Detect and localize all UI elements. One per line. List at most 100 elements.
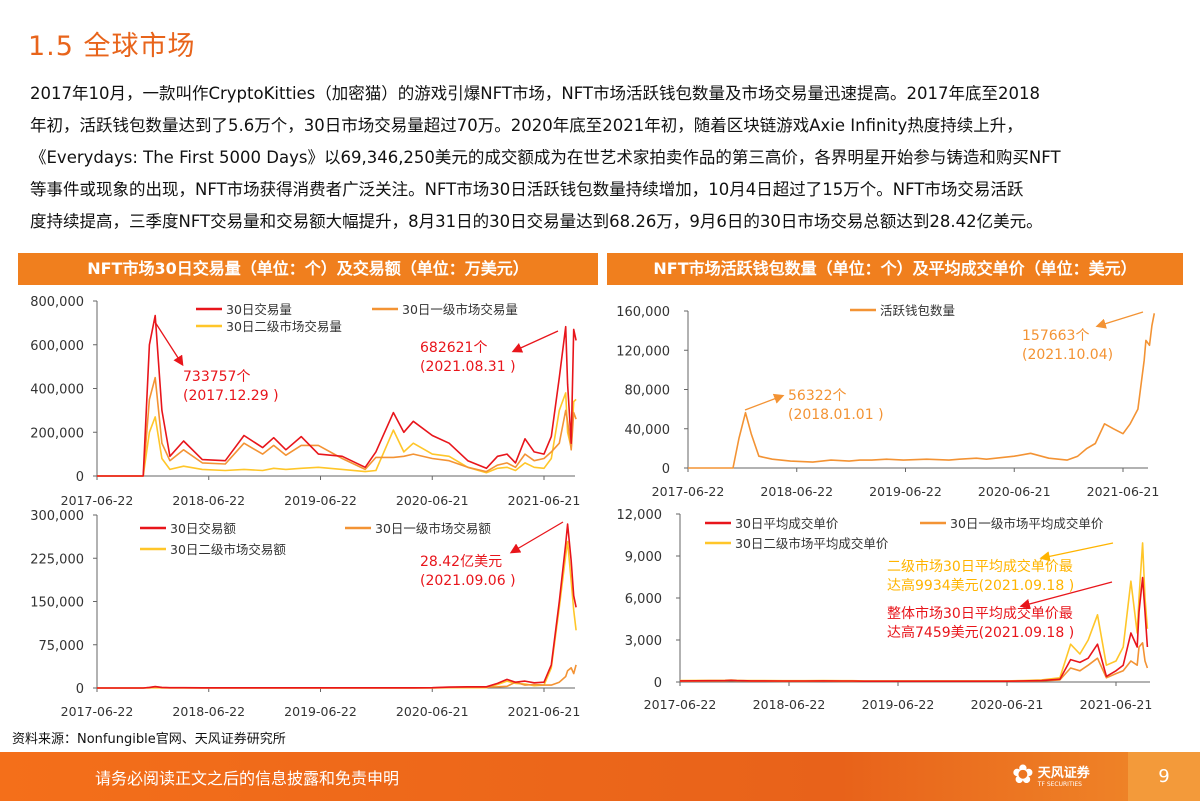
y-tick-label: 0 (662, 462, 670, 477)
y-tick-label: 120,000 (616, 344, 670, 359)
annotation-text: (2021.09.06 ) (420, 573, 516, 589)
panel-left-title: NFT市场30日交易量（单位：个）及交易额（单位：万美元） (18, 253, 598, 285)
annotation-arrow (1039, 542, 1114, 562)
chart-trade-amount: 0 75,000 150,000 225,000 300,000 2017-06-22 20… (30, 509, 580, 719)
page-number: 9 (1128, 752, 1200, 801)
x-tick-label: 2019-06-22 (869, 484, 942, 499)
annotation-arrow (511, 330, 559, 353)
series-line-1 (97, 376, 577, 477)
y-tick-label: 400,000 (30, 383, 84, 398)
x-tick-label: 2017-06-22 (61, 493, 134, 508)
flower-logo-icon: ✿ (1012, 760, 1034, 790)
series-line-2 (97, 540, 577, 689)
y-tick-label: 150,000 (30, 596, 84, 611)
annotation-text: 56322个 (788, 388, 847, 404)
annotation-text: (2021.10.04) (1022, 347, 1113, 363)
x-tick-label: 2020-06-21 (396, 704, 469, 719)
paragraph-line: 2017年10月，一款叫作CryptoKitties（加密猫）的游戏引爆NFT市… (30, 84, 1040, 103)
x-tick-label: 2018-06-22 (172, 493, 245, 508)
y-tick-label: 0 (76, 470, 84, 485)
y-tick-label: 75,000 (39, 639, 85, 654)
y-tick-label: 80,000 (625, 384, 671, 399)
x-tick-label: 2021-06-21 (1080, 697, 1153, 712)
annotation-arrow (509, 521, 564, 554)
x-tick-label: 2017-06-22 (652, 484, 725, 499)
x-tick-label: 2020-06-21 (971, 697, 1044, 712)
legend-label: 30日二级市场交易量 (226, 319, 342, 334)
x-tick-label: 2019-06-22 (862, 697, 935, 712)
footer-disclaimer-link[interactable]: 请务必阅读正文之后的信息披露和免责申明 (95, 769, 400, 788)
annotation-text: (2017.12.29 ) (183, 388, 279, 404)
annotation-arrow (744, 393, 785, 411)
annotation-text: 达高7459美元(2021.09.18 ) (887, 624, 1074, 641)
brand-logo: ✿ 天风证券 TF SECURITIES (1012, 760, 1090, 790)
y-tick-label: 225,000 (30, 552, 84, 567)
x-tick-label: 2017-06-22 (644, 697, 717, 712)
x-tick-label: 2018-06-22 (172, 704, 245, 719)
y-tick-label: 600,000 (30, 339, 84, 354)
y-tick-label: 800,000 (30, 295, 84, 310)
paragraph-line: 年初，活跃钱包数量达到了5.6万个，30日市场交易量超过70万。2020年底至2… (30, 116, 1023, 135)
annotation-text: 整体市场30日平均成交单价最 (887, 605, 1073, 622)
series-line-0 (688, 313, 1156, 469)
paragraph-line: 《Everydays: The First 5000 Days》以69,346,… (30, 148, 1061, 167)
annotation-arrow (1095, 311, 1144, 329)
annotation-text: (2021.08.31 ) (420, 359, 516, 375)
chart-trade-volume: 0 200,000 400,000 600,000 800,000 2017-06-22 2… (30, 295, 580, 508)
annotation-text: 157663个 (1022, 328, 1089, 344)
legend-label: 30日一级市场交易量 (402, 302, 518, 317)
annotation-text: 733757个 (183, 369, 250, 385)
footer-bar: 请务必阅读正文之后的信息披露和免责申明 ✿ 天风证券 TF SECURITIES … (0, 752, 1200, 801)
legend-label: 30日一级市场交易额 (375, 521, 491, 536)
panel-right-title: NFT市场活跃钱包数量（单位：个）及平均成交单价（单位：美元） (607, 253, 1183, 285)
legend-label: 30日一级市场平均成交单价 (950, 516, 1104, 531)
x-tick-label: 2021-06-21 (1087, 484, 1160, 499)
series-line-0 (97, 523, 577, 689)
y-tick-label: 9,000 (625, 550, 662, 565)
logo-text: 天风证券 (1037, 766, 1090, 781)
y-tick-label: 40,000 (625, 423, 671, 438)
paragraph-line: 度持续提高，三季度NFT交易量和交易额大幅提升，8月31日的30日交易量达到68… (30, 212, 1043, 231)
x-tick-label: 2021-06-21 (508, 493, 581, 508)
legend-label: 30日交易额 (170, 521, 236, 536)
legend-label: 30日平均成交单价 (735, 516, 839, 531)
annotation-text: 二级市场30日平均成交单价最 (887, 558, 1073, 575)
x-tick-label: 2020-06-21 (396, 493, 469, 508)
x-tick-label: 2021-06-21 (508, 704, 581, 719)
annotation-arrow (1019, 581, 1113, 610)
y-tick-label: 0 (654, 676, 662, 691)
series-line-2 (97, 392, 577, 477)
y-tick-label: 200,000 (30, 426, 84, 441)
y-tick-label: 0 (76, 682, 84, 697)
chart-average-price: 0 3,000 6,000 9,000 12,000 2017-06-22 2018-06-… (617, 508, 1153, 712)
body-paragraph: 2017年10月，一款叫作CryptoKitties（加密猫）的游戏引爆NFT市… (30, 78, 1180, 238)
x-tick-label: 2020-06-21 (978, 484, 1051, 499)
y-tick-label: 6,000 (625, 592, 662, 607)
y-tick-label: 160,000 (616, 305, 670, 320)
annotation-text: (2018.01.01 ) (788, 407, 884, 423)
paragraph-line: 等事件或现象的出现，NFT市场获得消费者广泛关注。NFT市场30日活跃钱包数量持… (30, 180, 1024, 199)
x-tick-label: 2019-06-22 (284, 493, 357, 508)
annotation-arrow (154, 321, 184, 367)
x-tick-label: 2019-06-22 (284, 704, 357, 719)
source-note: 资料来源：Nonfungible官网、天风证券研究所 (12, 732, 286, 747)
x-tick-label: 2017-06-22 (61, 704, 134, 719)
series-line-1 (97, 664, 577, 689)
series-line-0 (679, 576, 1149, 683)
chart-active-wallets: 0 40,000 80,000 120,000 160,000 2017-06-22 201… (616, 303, 1159, 499)
y-tick-label: 300,000 (30, 509, 84, 524)
legend-label: 活跃钱包数量 (880, 303, 955, 318)
y-tick-label: 3,000 (625, 634, 662, 649)
series-line-0 (97, 314, 577, 477)
section-title: 1.5 全球市场 (28, 31, 196, 62)
legend-label: 30日二级市场平均成交单价 (735, 536, 889, 551)
y-tick-label: 12,000 (617, 508, 663, 523)
legend-label: 30日二级市场交易额 (170, 542, 286, 557)
annotation-text: 28.42亿美元 (420, 554, 502, 570)
annotation-text: 达高9934美元(2021.09.18 ) (887, 577, 1074, 594)
x-tick-label: 2018-06-22 (753, 697, 826, 712)
legend-label: 30日交易量 (226, 302, 292, 317)
logo-subtext: TF SECURITIES (1037, 781, 1082, 788)
x-tick-label: 2018-06-22 (760, 484, 833, 499)
